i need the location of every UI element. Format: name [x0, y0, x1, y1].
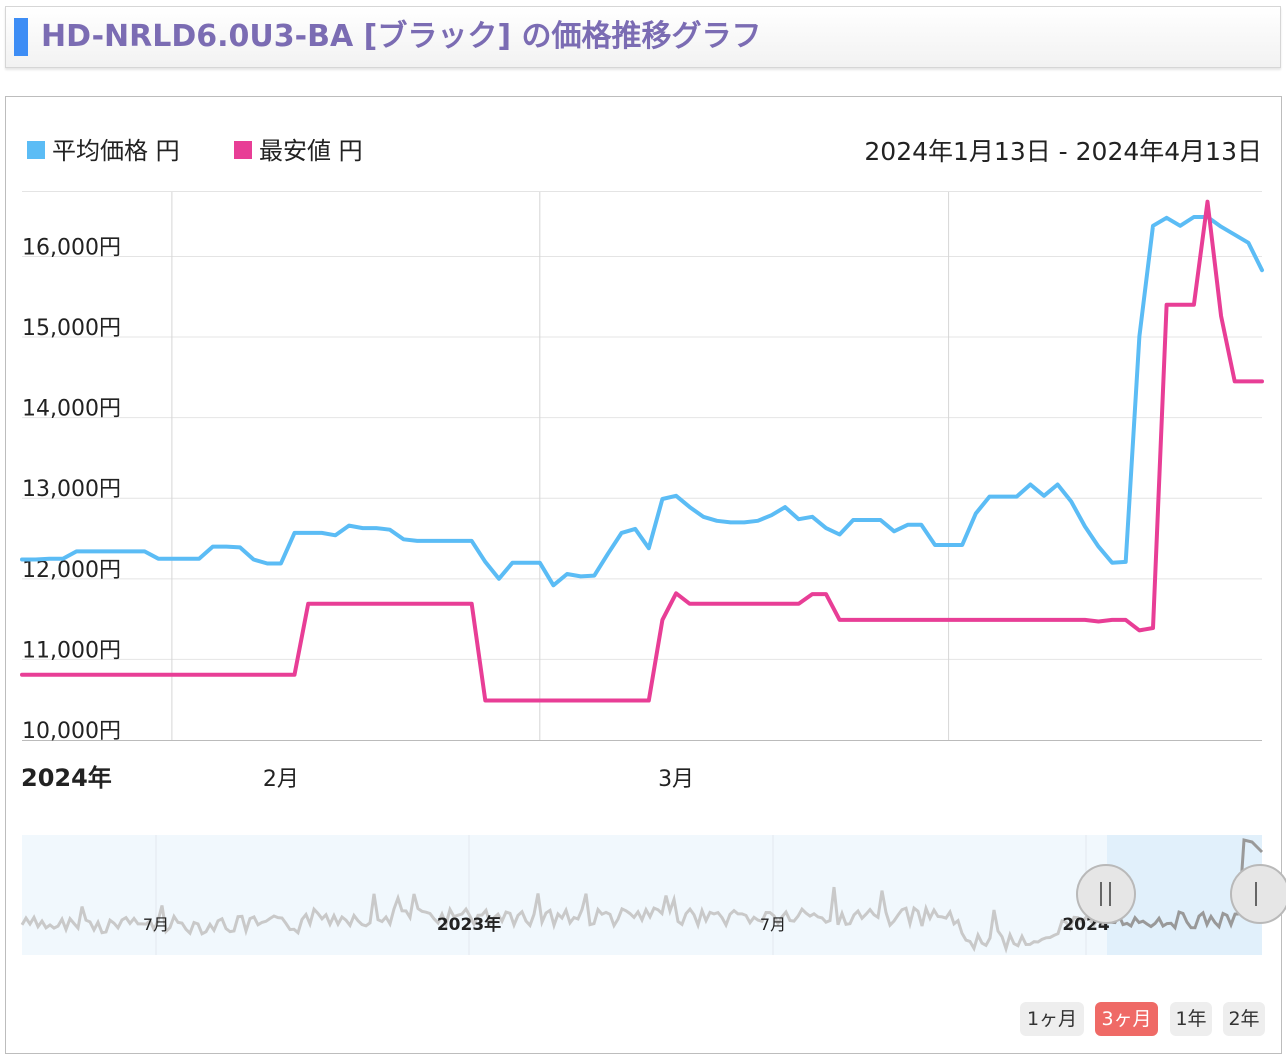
y-tick-label: 15,000円: [22, 316, 121, 341]
navigator-line-history: [20, 886, 1107, 954]
x-gridlines: [171, 192, 950, 740]
x-tick-label: 2月: [263, 767, 299, 792]
x-axis-line: [22, 740, 1262, 741]
legend-swatch-average: [27, 141, 45, 159]
y-tick-label: 11,000円: [22, 638, 121, 663]
range-button-1-year[interactable]: 1年: [1170, 1002, 1212, 1036]
navigator-handle-left[interactable]: [1076, 864, 1136, 924]
navigator-label-jul-2022: 7月: [143, 915, 169, 934]
y-tick-label: 14,000円: [22, 397, 121, 422]
range-button-2-years[interactable]: 2年: [1223, 1002, 1265, 1036]
legend[interactable]: 平均価格 円 最安値 円: [27, 137, 363, 165]
date-range-label: 2024年1月13日 - 2024年4月13日: [864, 137, 1262, 166]
y-tick-label: 10,000円: [22, 719, 121, 744]
y-tick-label: 12,000円: [22, 558, 121, 583]
title-bar: HD-NRLD6.0U3-BA [ブラック] の価格推移グラフ: [5, 6, 1281, 68]
legend-label-average[interactable]: 平均価格 円: [52, 137, 180, 165]
x-tick-label: 3月: [658, 767, 694, 792]
drag-handle-icon: [1255, 882, 1257, 906]
series-lines: [20, 199, 1264, 703]
range-button-1-month[interactable]: 1ヶ月: [1020, 1002, 1084, 1036]
navigator-line-selected: [1105, 838, 1264, 931]
page-title: HD-NRLD6.0U3-BA [ブラック] の価格推移グラフ: [41, 19, 762, 54]
navigator-label-jul-2023: 7月: [760, 915, 786, 934]
plot-border-top: [22, 191, 1262, 192]
drag-handle-icon: [1100, 882, 1111, 906]
navigator-background: [22, 835, 1262, 955]
series-line-average-price: [20, 215, 1264, 588]
x-tick-label: 2024年: [21, 764, 112, 792]
y-tick-label: 16,000円: [22, 235, 121, 260]
y-gridlines: [22, 255, 1262, 660]
y-tick-label: 13,000円: [22, 477, 121, 502]
navigator-label-2023: 2023年: [437, 914, 501, 935]
y-tick-labels: 10,000円 11,000円 12,000円 13,000円 14,000円 15,00…: [22, 235, 121, 744]
navigator-handle-right[interactable]: [1230, 864, 1286, 924]
title-accent-bar: [14, 18, 28, 56]
legend-label-lowest[interactable]: 最安値 円: [259, 137, 363, 165]
series-line-lowest-price: [20, 199, 1264, 703]
range-button-3-months[interactable]: 3ヶ月: [1095, 1002, 1158, 1036]
legend-swatch-lowest: [234, 141, 252, 159]
x-tick-labels: 2024年 2月 3月: [21, 764, 694, 792]
navigator[interactable]: 7月 2023年 7月 2024: [20, 835, 1286, 955]
plot-area: 10,000円 11,000円 12,000円 13,000円 14,000円 15,00…: [20, 191, 1264, 792]
